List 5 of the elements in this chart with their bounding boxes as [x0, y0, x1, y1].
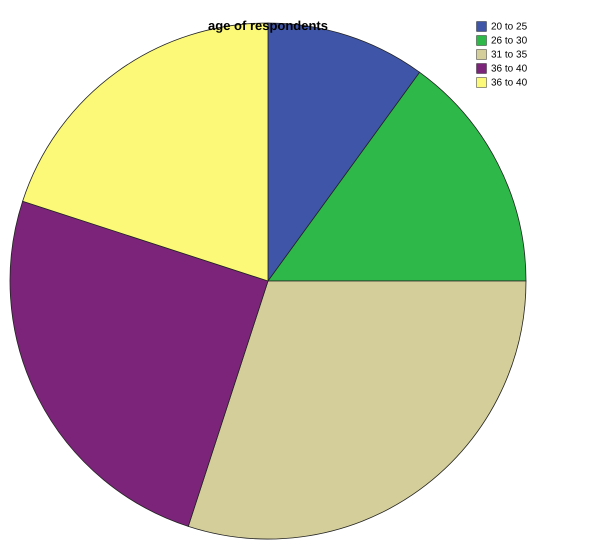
legend-label: 26 to 30: [491, 36, 528, 46]
legend-label: 36 to 40: [491, 78, 528, 88]
legend-label: 31 to 35: [491, 50, 528, 60]
legend-label: 36 to 40: [491, 64, 528, 74]
legend-label: 20 to 25: [491, 22, 528, 32]
